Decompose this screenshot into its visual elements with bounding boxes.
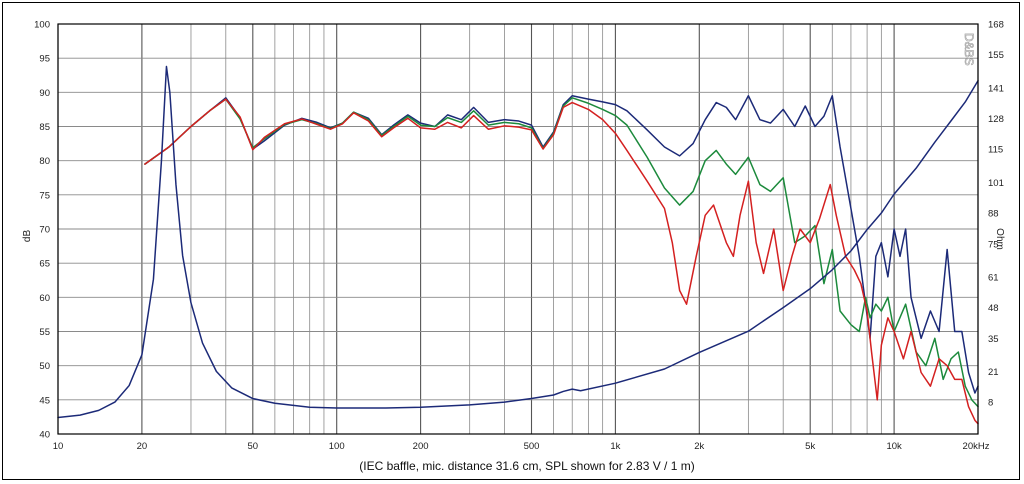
chart-caption: (IEC baffle, mic. distance 31.6 cm, SPL … xyxy=(359,459,694,473)
series-layer xyxy=(57,65,979,425)
y-tick-label: 100 xyxy=(34,20,50,31)
watermark: D&BS xyxy=(962,33,976,66)
y2-tick-label: 48 xyxy=(988,303,999,314)
y2-axis-title: Ohm xyxy=(994,228,1005,250)
x-tick-label: 20 xyxy=(137,441,148,452)
y-tick-label: 60 xyxy=(39,293,50,304)
x-tick-label: 50 xyxy=(248,441,259,452)
x-tick-label: 10 xyxy=(53,441,64,452)
y-tick-label: 90 xyxy=(39,88,50,99)
y-axis-title: dB xyxy=(22,230,33,243)
y-tick-label: 75 xyxy=(39,190,50,201)
y-tick-label: 55 xyxy=(39,327,50,338)
y-tick-label: 85 xyxy=(39,122,50,133)
spl-curve-3 xyxy=(144,98,979,425)
y2-tick-label: 35 xyxy=(988,334,999,345)
y2-tick-label: 141 xyxy=(988,83,1004,94)
x-tick-label: 10k xyxy=(886,441,902,452)
frequency-response-chart: 10 20 50 100 200 500 1k 2k 5k 10k 20kHz 40 45 50 55 60 6… xyxy=(22,20,1005,474)
ticks: 10 20 50 100 200 500 1k 2k 5k 10k 20kHz 40 45 50 55 60 6… xyxy=(34,20,1004,453)
y2-tick-label: 61 xyxy=(988,272,999,283)
y-tick-label: 95 xyxy=(39,54,50,65)
y2-tick-label: 21 xyxy=(988,367,999,378)
x-tick-label: 1k xyxy=(610,441,620,452)
x-tick-label: 200 xyxy=(413,441,429,452)
y-tick-label: 80 xyxy=(39,156,50,167)
y-tick-label: 50 xyxy=(39,361,50,372)
y2-tick-label: 101 xyxy=(988,178,1004,189)
y2-tick-label: 168 xyxy=(988,20,1004,31)
x-tick-label: 500 xyxy=(524,441,540,452)
x-tick-label: 100 xyxy=(329,441,345,452)
y2-tick-label: 88 xyxy=(988,209,999,220)
x-tick-label: 2k xyxy=(694,441,704,452)
y-tick-label: 40 xyxy=(39,430,50,441)
x-tick-label: 20kHz xyxy=(963,441,990,452)
impedance-curve xyxy=(57,65,979,419)
y2-tick-label: 128 xyxy=(988,114,1004,125)
y-tick-label: 45 xyxy=(39,395,50,406)
y2-tick-label: 155 xyxy=(988,50,1004,61)
x-tick-label: 5k xyxy=(805,441,815,452)
plot-border xyxy=(57,23,979,435)
y2-tick-label: 8 xyxy=(988,398,993,409)
y2-tick-label: 115 xyxy=(988,145,1003,156)
y-tick-label: 70 xyxy=(39,225,50,236)
y-tick-label: 65 xyxy=(39,259,50,270)
y2-tick-label: 75 xyxy=(988,239,999,250)
